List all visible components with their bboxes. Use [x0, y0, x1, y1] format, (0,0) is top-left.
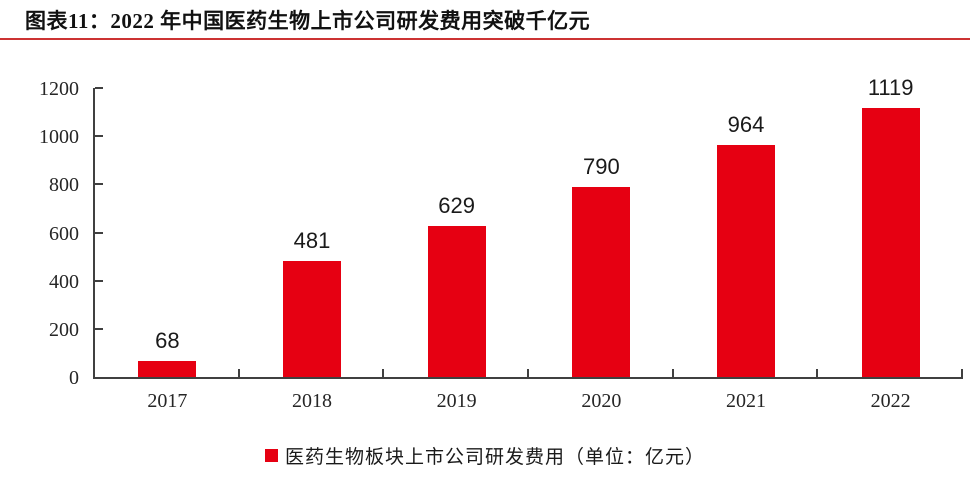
bar: [861, 107, 920, 377]
y-axis-tick-label: 0: [69, 367, 79, 389]
x-axis-tick: [237, 369, 240, 377]
bar-value-label: 68: [155, 327, 180, 353]
x-axis-tick: [671, 369, 674, 377]
y-axis-tick: [95, 279, 103, 282]
bar: [717, 144, 775, 377]
y-axis-tick-label: 400: [49, 270, 79, 293]
bar-value-label: 964: [727, 111, 765, 137]
y-axis-tick: [95, 183, 103, 186]
y-axis-tick-label: 1000: [39, 126, 79, 149]
bar-chart-plot-area: 68 481 629 790 964 1119: [93, 75, 963, 379]
legend: 医药生物板块上市公司研发费用（单位：亿元）: [0, 441, 970, 469]
bar: [572, 186, 631, 377]
x-axis-category-label: 2022: [870, 390, 911, 412]
y-axis-tick-label: 200: [49, 318, 79, 341]
bar-value-label: 481: [293, 228, 331, 254]
y-axis-tick-label: 600: [49, 222, 79, 245]
y-axis-tick-label: 1200: [39, 78, 79, 100]
x-axis-tick: [527, 369, 529, 377]
figure-title: 图表11：2022 年中国医药生物上市公司研发费用突破千亿元: [25, 9, 591, 33]
y-axis-tick-label: 800: [49, 174, 79, 197]
x-axis-category-label: 2020: [581, 390, 622, 412]
x-axis-category-label: 2017: [147, 390, 188, 412]
bar-value-label: 629: [438, 192, 476, 218]
y-axis-tick: [95, 327, 103, 330]
legend-marker-square: [264, 448, 278, 462]
y-axis-tick: [95, 231, 103, 234]
x-axis-tick: [816, 369, 819, 377]
bar: [427, 225, 486, 377]
y-axis-tick: [95, 87, 103, 89]
y-axis-tick: [95, 135, 103, 138]
x-axis-category-label: 2019: [436, 390, 477, 412]
bar: [283, 261, 341, 377]
title-rule: [0, 38, 970, 40]
bar-value-label: 790: [582, 153, 620, 179]
legend-label: 医药生物板块上市公司研发费用（单位：亿元）: [284, 446, 705, 468]
x-axis-category-label: 2021: [726, 390, 766, 412]
bar-value-label: 1119: [867, 74, 914, 100]
x-axis-tick: [382, 369, 385, 377]
x-axis-tick: [961, 369, 963, 377]
bar: [138, 360, 197, 377]
x-axis-category-label: 2018: [292, 390, 332, 412]
